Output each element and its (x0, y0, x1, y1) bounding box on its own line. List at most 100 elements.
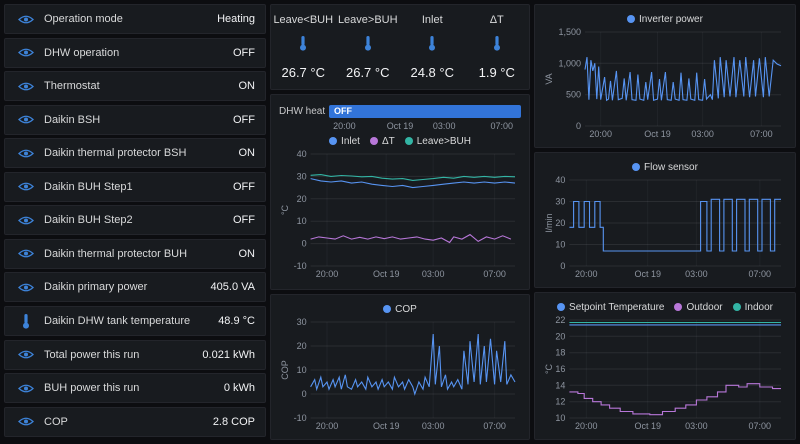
svg-text:0: 0 (576, 121, 581, 131)
flow-sensor-legend: Flow sensor (543, 159, 787, 175)
eye-icon (17, 114, 35, 125)
legend-item[interactable]: Outdoor (674, 302, 723, 313)
legend-label: Flow sensor (644, 161, 698, 173)
stat-label: Daikin DHW tank temperature (44, 314, 191, 327)
temperature-stats-panel: Leave<BUH 26.7 °C Leave>BUH 26.7 °C Inlet 24.… (270, 4, 530, 90)
thermometer-icon (492, 35, 502, 56)
legend-label: ΔT (381, 135, 395, 147)
svg-text:10: 10 (297, 216, 307, 226)
eye-icon (17, 349, 35, 360)
legend-label: Leave>BUH (416, 135, 471, 147)
stat-row: Operation mode Heating (4, 4, 266, 34)
thermometer-icon (17, 313, 35, 329)
eye-icon (17, 181, 35, 192)
dhw-heat-timeline: DHW heat OFF (279, 103, 521, 119)
svg-text:16: 16 (555, 364, 565, 374)
legend-dot (674, 303, 683, 311)
svg-text:1,000: 1,000 (558, 58, 581, 68)
stat-row: Daikin BUH Step1 OFF (4, 171, 266, 202)
stat-label: COP (44, 415, 68, 428)
thermometer-icon (298, 35, 308, 56)
svg-text:20:00: 20:00 (575, 421, 598, 431)
svg-text:Oct 19: Oct 19 (373, 421, 400, 431)
thermometer-icon (427, 35, 437, 56)
legend-dot (557, 303, 566, 311)
cop-chart[interactable]: -10 0 10 20 30 20:00 Oct 19 03:00 07:00 COP (279, 317, 521, 431)
legend-dot (404, 137, 413, 145)
eye-icon (17, 383, 35, 394)
eye-icon (17, 215, 35, 226)
legend-label: Inverter power (639, 13, 703, 25)
stat-value: ON (238, 247, 256, 260)
legend-item[interactable]: Indoor (732, 302, 773, 313)
legend-label: Inlet (341, 135, 360, 147)
chart-svg: 10 12 14 16 18 20 22 20:00 Oct 19 03:00 07:00 °C (544, 315, 781, 431)
svg-text:20: 20 (297, 341, 307, 351)
legend-item[interactable]: Flow sensor (632, 162, 698, 173)
stat-label: Daikin BUH Step2 (44, 214, 133, 227)
svg-text:03:00: 03:00 (685, 421, 708, 431)
legend-item[interactable]: Setpoint Temperature (557, 302, 664, 313)
legend-dot (329, 137, 338, 145)
eye-icon (17, 416, 35, 427)
svg-text:12: 12 (555, 397, 565, 407)
svg-text:Oct 19: Oct 19 (373, 269, 400, 279)
svg-text:VA: VA (544, 73, 554, 84)
stat-row: Daikin thermal protector BSH ON (4, 138, 266, 169)
temp-stat-label: Inlet (421, 14, 443, 26)
stat-row: Total power this run 0.021 kWh (4, 339, 266, 370)
dhw-state-bar[interactable]: OFF (329, 104, 521, 118)
setpoint-outdoor-indoor-chart[interactable]: 10 12 14 16 18 20 22 20:00 Oct 19 03:00 07:00 °C (543, 315, 787, 431)
stat-label: Total power this run (44, 348, 140, 361)
svg-text:500: 500 (566, 90, 581, 100)
stat-label: Daikin thermal protector BUH (44, 247, 188, 260)
svg-text:10: 10 (555, 240, 565, 250)
svg-text:20:00: 20:00 (316, 269, 339, 279)
svg-text:30: 30 (297, 171, 307, 181)
svg-text:03:00: 03:00 (685, 269, 708, 279)
temperature-chart-legend: Inlet ΔT Leave>BUH (279, 133, 521, 149)
svg-text:30: 30 (555, 197, 565, 207)
eye-icon (17, 148, 35, 159)
eye-icon (17, 14, 35, 25)
eye-icon (17, 282, 35, 293)
stat-value: OFF (233, 46, 255, 59)
legend-item[interactable]: Leave>BUH (404, 135, 471, 147)
time-tick: 20:00 (333, 121, 356, 131)
svg-text:l/min: l/min (544, 213, 554, 232)
legend-item[interactable]: ΔT (369, 135, 395, 147)
stat-value: 2.8 COP (212, 415, 255, 428)
stat-label: Operation mode (44, 13, 123, 25)
inverter-power-chart[interactable]: 0 500 1,000 1,500 20:00 Oct 19 03:00 07:00 VA (543, 27, 787, 139)
svg-text:40: 40 (555, 175, 565, 185)
flow-sensor-chart[interactable]: 0 10 20 30 40 20:00 Oct 19 03:00 07:00 l/min (543, 175, 787, 279)
svg-text:Oct 19: Oct 19 (634, 421, 661, 431)
temp-stat-value: 24.8 °C (410, 65, 454, 80)
legend-label: Setpoint Temperature (569, 301, 665, 313)
legend-dot (632, 163, 641, 171)
stat-value: OFF (233, 214, 255, 227)
svg-text:Oct 19: Oct 19 (634, 269, 661, 279)
svg-text:20:00: 20:00 (316, 421, 339, 431)
stat-value: Heating (217, 13, 255, 25)
stat-row: BUH power this run 0 kWh (4, 373, 266, 403)
dhw-state-value: OFF (334, 106, 352, 116)
svg-text:Oct 19: Oct 19 (644, 129, 671, 139)
legend-item[interactable]: COP (383, 304, 417, 315)
temp-stat-label: Leave>BUH (337, 14, 398, 26)
inverter-power-panel: Inverter power 0 500 1,000 1,500 20:00 Oct 19… (534, 4, 796, 148)
temp-stat: Leave<BUH 26.7 °C (271, 5, 336, 89)
legend-item[interactable]: Inverter power (627, 14, 703, 25)
temp-stat: ΔT 1.9 °C (465, 5, 530, 89)
svg-text:40: 40 (297, 149, 307, 159)
temp-stat-label: Leave<BUH (273, 14, 334, 26)
stat-value: 0 kWh (223, 382, 255, 394)
svg-text:20: 20 (555, 218, 565, 228)
stat-value: OFF (233, 113, 255, 126)
svg-text:30: 30 (297, 317, 307, 327)
stat-value: 405.0 VA (210, 281, 255, 294)
temperature-chart[interactable]: -10 0 10 20 30 40 20:00 Oct 19 03:00 07:00 °C (279, 149, 521, 279)
dhw-time-axis: 20:00 Oct 19 03:00 07:00 (329, 119, 521, 133)
legend-item[interactable]: Inlet (329, 136, 360, 147)
svg-text:0: 0 (302, 239, 307, 249)
